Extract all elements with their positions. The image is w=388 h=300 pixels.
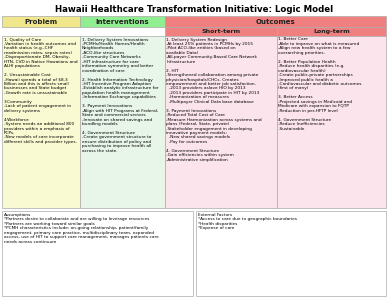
Text: 1. Delivery System Innovations
-PCMHs/Health Homes/Health
Neighborhoods
-ACO-lik: 1. Delivery System Innovations -PCMHs/He… [81, 38, 158, 153]
FancyBboxPatch shape [196, 211, 386, 296]
Text: Problem: Problem [24, 19, 57, 25]
Text: 1. Delivery System Redesign
-At least 25% patients in PCMHs by 2015
-Pilot ACO-l: 1. Delivery System Redesign -At least 25… [166, 38, 262, 162]
Text: External Factors
*Access to care due to geographic boundaries
*Health disparitie: External Factors *Access to care due to … [198, 213, 297, 230]
FancyBboxPatch shape [277, 36, 386, 208]
Text: Assumptions
*Partners desire to collaborate and are willing to leverage resource: Assumptions *Partners desire to collabor… [4, 213, 159, 244]
FancyBboxPatch shape [80, 16, 165, 27]
Text: Interventions: Interventions [96, 19, 149, 25]
FancyBboxPatch shape [165, 36, 277, 208]
Text: 1. Quality of Care
-Variation in health outcomes and
health status (e.g.-CHF
rea: 1. Quality of Care -Variation in health … [3, 38, 77, 144]
Text: Long-term: Long-term [313, 29, 350, 34]
Text: Hawaii Healthcare Transformation Initiative: Logic Model: Hawaii Healthcare Transformation Initiat… [55, 5, 333, 14]
FancyBboxPatch shape [80, 36, 165, 208]
FancyBboxPatch shape [277, 27, 386, 36]
FancyBboxPatch shape [2, 16, 80, 27]
Text: Outcomes: Outcomes [256, 19, 295, 25]
FancyBboxPatch shape [2, 36, 80, 208]
Text: Short-term: Short-term [201, 29, 241, 34]
FancyBboxPatch shape [165, 16, 386, 27]
FancyBboxPatch shape [165, 27, 277, 36]
FancyBboxPatch shape [2, 211, 193, 296]
Text: 1. Better Care
-Able to improve on what is measured
-Align new health system to : 1. Better Care -Able to improve on what … [279, 38, 362, 130]
